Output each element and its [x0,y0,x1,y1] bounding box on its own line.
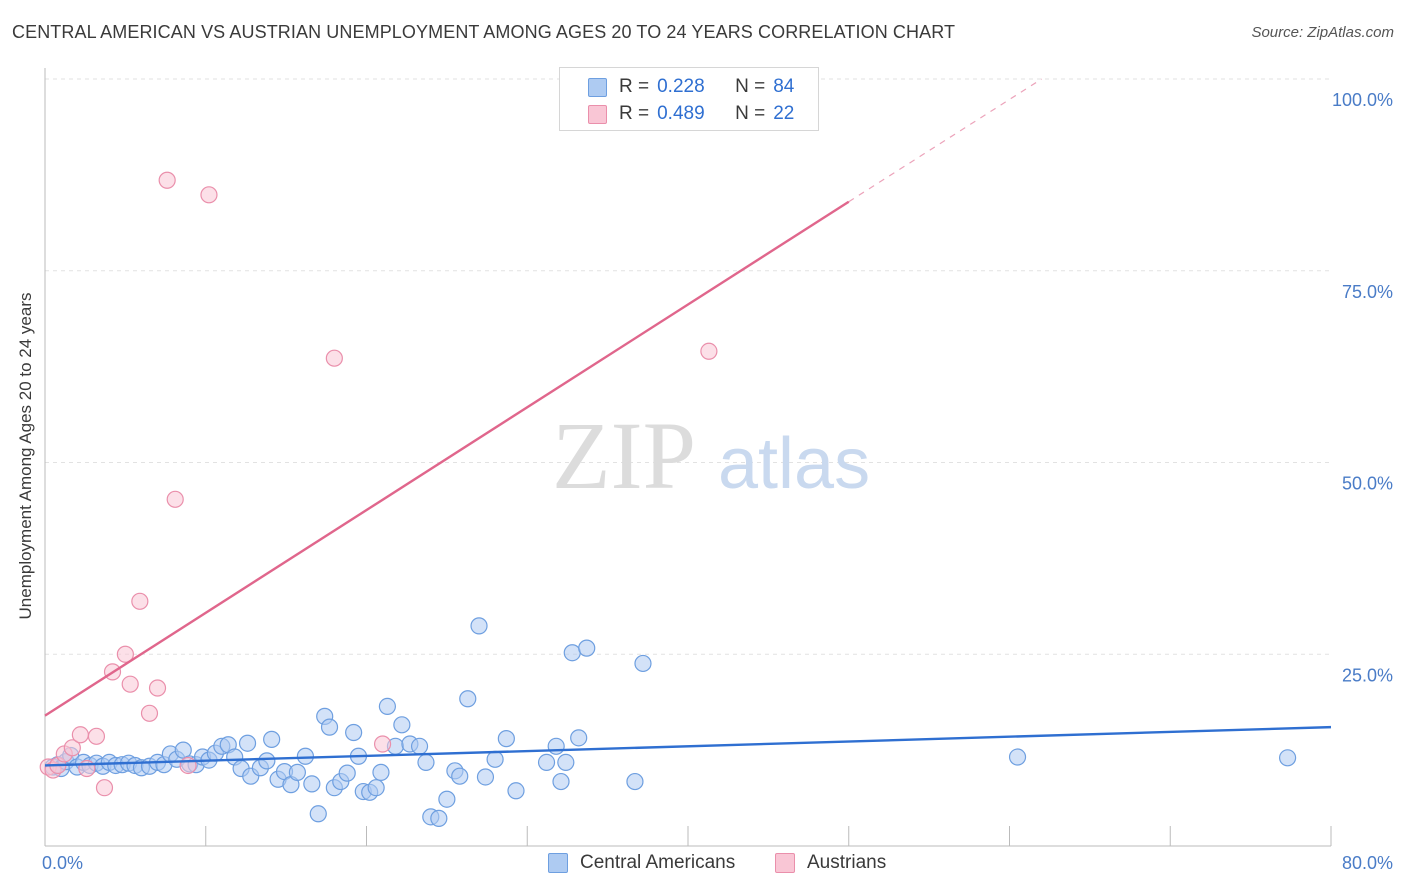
austrian-point [200,186,218,204]
central-american-point [459,690,477,708]
central-american-point [378,697,396,716]
watermark-zip: ZIP [552,402,696,509]
legend-label: Austrians [807,852,887,873]
legend-label: Central Americans [580,852,736,873]
central-american-point [438,790,456,808]
austrian-point [87,727,106,745]
central-american-point [430,809,448,827]
y-tick-label: 50.0% [1342,474,1393,494]
central-american-point [451,767,469,785]
central-american-trend-line [44,725,1332,767]
central-american-point [557,753,575,771]
central-american-point [470,617,488,635]
central-american-point [578,639,596,657]
central-american-point [410,737,429,755]
austrian-point [71,726,89,744]
central-american-point [547,737,565,755]
central-american-point [507,782,525,800]
austrian-trend-line [44,200,850,717]
legend-item-central-americans[interactable]: Central Americans [548,852,735,874]
legend-swatch-pink [775,853,795,873]
source-label: Source: ZipAtlas.com [1251,24,1394,41]
y-tick-label: 25.0% [1342,665,1393,685]
watermark: ZIP atlas [552,402,870,509]
central-american-point [563,644,581,662]
central-american-point [393,716,411,734]
legend-item-austrians[interactable]: Austrians [775,852,886,874]
central-american-point [258,752,276,770]
central-american-point [320,718,339,736]
central-american-point [296,747,315,765]
chart-title: CENTRAL AMERICAN VS AUSTRIAN UNEMPLOYMEN… [12,22,956,42]
central-american-point [634,654,652,673]
austrian-point [700,342,718,360]
central-american-point [303,775,321,793]
legend-n-label: N = [735,76,766,97]
austrian-point [121,675,139,693]
legend-swatch-blue [548,853,568,873]
series-legend: Central Americans Austrians [0,852,1406,876]
legend-r-value: 0.489 [657,103,705,124]
austrian-point [131,592,149,610]
austrian-point [63,739,81,757]
austrian-trend-line-extension [848,78,1042,203]
austrian-point [95,779,114,797]
austrian-point [116,645,134,663]
central-american-point [345,723,363,742]
tick-labels: 25.0% 50.0% 75.0% 100.0% 0.0% 80.0% [42,90,1393,873]
central-american-point [417,753,435,771]
austrian-point [166,490,184,508]
legend-n-value: 22 [773,103,795,124]
central-american-point [486,750,504,768]
central-american-point [338,764,356,782]
correlation-legend: R = 0.228 N = 84 R = 0.489 N = 22 [559,67,819,131]
x-tick-label: 80.0% [1342,853,1393,873]
central-american-point [552,772,570,791]
central-american-point [372,763,390,781]
austrian-point [158,171,176,189]
central-american-point [626,772,644,791]
legend-swatch-blue [588,77,607,97]
legend-n-label: N = [735,103,766,124]
watermark-atlas: atlas [718,424,870,504]
central-american-point [570,729,588,747]
central-american-point [238,734,257,752]
austrian-point [325,349,343,367]
austrian-point [373,735,392,753]
y-tick-label: 75.0% [1342,282,1393,302]
central-american-point [537,753,556,771]
central-american-point [497,730,515,748]
central-american-point [476,768,495,786]
y-tick-label: 100.0% [1332,90,1393,110]
central-american-point [263,730,281,748]
legend-row-central-americans: R = 0.228 N = 84 [588,75,794,99]
legend-r-label: R = [619,76,650,97]
legend-row-austrians: R = 0.489 N = 22 [588,102,794,126]
central-american-point [309,805,327,823]
austrian-point [148,679,167,697]
legend-swatch-pink [588,104,607,124]
austrian-point [140,704,159,722]
axes [44,68,1331,847]
x-tick-label: 0.0% [42,853,83,873]
central-american-point [288,763,306,781]
central-american-point [174,741,192,759]
central-american-point [1008,748,1027,766]
central-american-point [367,779,385,797]
trend-lines [44,78,1332,767]
legend-r-value: 0.228 [657,76,705,97]
legend-r-label: R = [619,103,650,124]
central-american-point [1278,749,1297,767]
legend-n-value: 84 [773,76,795,97]
